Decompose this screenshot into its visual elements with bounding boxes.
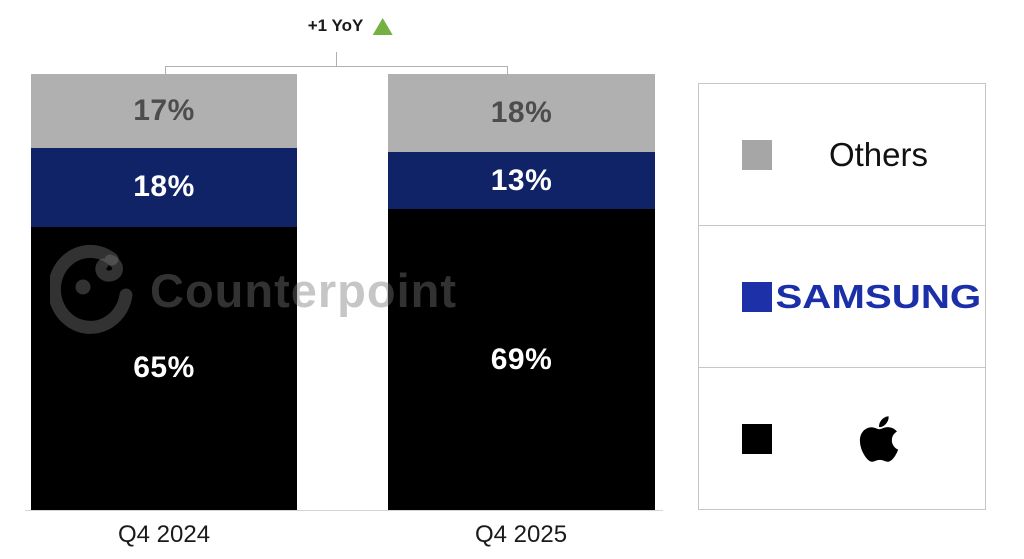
- yoy-annotation: +1 YoY: [308, 16, 393, 36]
- others-swatch: [742, 139, 772, 170]
- legend-item-samsung: SAMSUNG: [699, 225, 985, 367]
- legend-item-apple: [699, 367, 985, 509]
- segment-samsung: 18%: [31, 148, 297, 227]
- segment-value-label: 65%: [133, 351, 195, 385]
- segment-value-label: 18%: [133, 170, 195, 204]
- apple-swatch: [742, 423, 772, 454]
- segment-value-label: 13%: [490, 163, 553, 197]
- segment-others: 17%: [31, 74, 297, 149]
- up-triangle-icon: [372, 17, 393, 35]
- segment-value-label: 18%: [490, 96, 553, 130]
- x-tick-label-q4-2025: Q4 2025: [474, 521, 568, 548]
- legend-label-others: Others: [828, 135, 929, 173]
- x-axis-line: [25, 510, 663, 511]
- legend-panel: Others SAMSUNG: [698, 83, 986, 510]
- segment-others: 18%: [388, 74, 655, 153]
- segment-apple: 65%: [31, 226, 297, 510]
- x-tick-label-q4-2024: Q4 2024: [117, 521, 211, 548]
- segment-samsung: 13%: [388, 152, 655, 210]
- segment-value-label: 69%: [490, 342, 553, 376]
- segment-value-label: 17%: [133, 94, 195, 128]
- stacked-bar-q4-2025: 18% 13% 69%: [388, 74, 655, 510]
- samsung-wordmark: SAMSUNG: [775, 277, 982, 315]
- legend-item-others: Others: [699, 84, 985, 225]
- bracket-stem: [336, 52, 337, 67]
- samsung-swatch: [742, 281, 772, 312]
- yoy-label: +1 YoY: [307, 16, 364, 35]
- apple-logo-icon: [859, 415, 898, 462]
- bracket-tick-right: [507, 66, 508, 75]
- segment-apple: 69%: [388, 209, 655, 510]
- bracket-tick-left: [165, 66, 166, 75]
- stacked-bar-q4-2024: 17% 18% 65%: [31, 74, 297, 510]
